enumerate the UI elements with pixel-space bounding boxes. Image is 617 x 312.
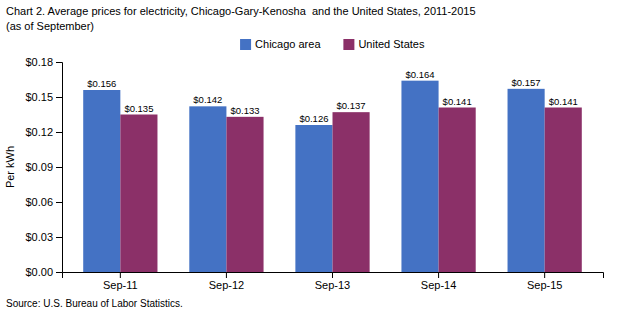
series (83, 81, 544, 272)
source: Source: U.S. Bureau of Labor Statistics. (6, 298, 183, 309)
y-tick: $0.00 (25, 266, 62, 278)
y-tick-mark (56, 167, 62, 168)
legend-label: United States (358, 38, 425, 50)
x-tick-label: Sep-11 (103, 279, 138, 291)
data-label: $0.142 (193, 94, 222, 105)
y-tick-label: $0.18 (25, 56, 53, 68)
bar (545, 108, 582, 273)
y-tick-mark (56, 237, 62, 238)
y-tick-label: $0.15 (25, 91, 53, 103)
x-tick-mark (226, 272, 227, 278)
y-tick-label: $0.06 (25, 196, 53, 208)
y-tick-label: $0.00 (25, 266, 53, 278)
data-label: $0.156 (87, 78, 116, 89)
x-tick-label: Sep-13 (315, 279, 350, 291)
x-tick-label: Sep-14 (421, 279, 456, 291)
y-tick-label: $0.12 (25, 126, 53, 138)
y-tick: $0.06 (25, 196, 62, 208)
data-label: $0.126 (299, 113, 328, 124)
title: Chart 2. Average prices for electricity,… (6, 5, 476, 17)
bar (401, 81, 438, 272)
legend-swatch (343, 39, 354, 50)
data-labels: $0.156 $0.142 $0.126 $0.164 $0.157 $0.135 $0.1… (87, 69, 578, 124)
legend-item: United States (343, 38, 425, 50)
bar (189, 106, 226, 272)
y-tick: $0.15 (25, 91, 62, 103)
x-tick-mark (332, 272, 333, 278)
bar (333, 112, 370, 272)
y-tick-mark (56, 202, 62, 203)
y-tick-mark (56, 132, 62, 133)
x-tick-mark (120, 272, 121, 278)
data-label: $0.135 (124, 103, 153, 114)
data-label: $0.141 (443, 96, 472, 107)
chart: Chart 2. Average prices for electricity,… (0, 0, 617, 312)
bars (83, 81, 582, 272)
y-tick-label: $0.03 (25, 231, 53, 243)
bar (83, 90, 120, 272)
y-axis-label: Per kWh (4, 146, 16, 188)
y-tick: $0.18 (25, 56, 62, 68)
legend-item: Chicago area (240, 38, 321, 50)
bar (439, 108, 476, 273)
x-axis-line (63, 273, 604, 279)
x-tick: Sep-14 (421, 272, 456, 291)
data-label: $0.157 (512, 77, 541, 88)
x-tick-label: Sep-15 (527, 279, 562, 291)
y-axis: $0.00 $0.03 $0.06 $0.09 $0.12 $0.15 $0.18 (25, 56, 62, 278)
bar (508, 89, 545, 272)
data-label: $0.141 (549, 96, 578, 107)
data-label: $0.137 (337, 100, 366, 111)
x-tick: Sep-13 (315, 272, 350, 291)
legend-label: Chicago area (255, 38, 321, 50)
subtitle: (as of September) (6, 20, 94, 32)
x-tick-mark (438, 272, 439, 278)
x-tick-label: Sep-12 (209, 279, 244, 291)
x-tick-mark (544, 272, 545, 278)
y-tick-label: $0.09 (25, 161, 53, 173)
data-label: $0.133 (230, 105, 259, 116)
y-tick-mark (56, 272, 62, 273)
series (120, 108, 581, 273)
bar (226, 117, 263, 272)
legend: Chicago area United States (240, 38, 425, 50)
data-label: $0.164 (405, 69, 434, 80)
x-tick: Sep-15 (527, 272, 562, 291)
bar (295, 125, 332, 272)
bar (120, 115, 157, 273)
y-tick: $0.09 (25, 161, 62, 173)
y-tick-mark (56, 97, 62, 98)
y-tick: $0.03 (25, 231, 62, 243)
legend-swatch (240, 39, 251, 50)
y-tick: $0.12 (25, 126, 62, 138)
plot: $0.00 $0.03 $0.06 $0.09 $0.12 $0.15 $0.18 Sep-1… (4, 56, 604, 291)
x-axis: Sep-11 Sep-12 Sep-13 Sep-14 Sep-15 (63, 272, 604, 291)
x-tick: Sep-12 (209, 272, 244, 291)
y-axis-line (56, 63, 63, 273)
x-tick: Sep-11 (103, 272, 138, 291)
y-tick-mark (56, 62, 62, 63)
